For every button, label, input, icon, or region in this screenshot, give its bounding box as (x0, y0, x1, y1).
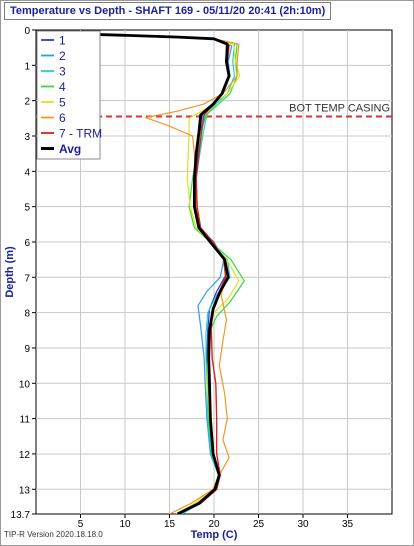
legend-label: 5 (59, 96, 66, 110)
y-tick-label: 2 (24, 97, 30, 108)
x-tick-label: 15 (164, 519, 176, 530)
series-layer (36, 30, 245, 514)
version-text: TIP-R Version 2020.18.18.0 (4, 530, 103, 539)
x-tick-label: 30 (297, 519, 309, 530)
x-tick-label: 35 (342, 519, 354, 530)
annotation-layer: BOT TEMP CASING (36, 103, 392, 118)
chart-title: Temperature vs Depth - SHAFT 169 - 05/11… (4, 2, 332, 20)
grid (36, 30, 392, 514)
legend-label: 1 (59, 34, 66, 48)
y-tick-label: 6 (24, 238, 30, 249)
legend-label: 4 (59, 80, 66, 94)
x-tick-label: 10 (119, 519, 131, 530)
y-tick-label: 9 (24, 344, 30, 355)
y-tick-label: 13.7 (11, 510, 31, 521)
legend-label: Avg (59, 142, 81, 156)
x-tick-label: 25 (253, 519, 265, 530)
y-tick-label: 0 (24, 26, 30, 37)
y-tick-label: 10 (19, 379, 31, 390)
x-tick-label: 5 (78, 519, 84, 530)
y-axis-label: Depth (m) (4, 246, 16, 298)
legend-label: 3 (59, 65, 66, 79)
casing-annotation-label: BOT TEMP CASING (289, 103, 390, 115)
legend-label: 7 - TRM (59, 127, 102, 141)
series-line-8 (36, 30, 231, 514)
legend-box (36, 30, 101, 160)
y-tick-label: 5 (24, 203, 30, 214)
legend-label: 2 (59, 49, 66, 63)
legend-label: 6 (59, 111, 66, 125)
y-tick-label: 3 (24, 132, 30, 143)
y-tick-label: 4 (24, 167, 30, 178)
series-line-6 (36, 31, 240, 514)
y-tick-label: 11 (20, 415, 31, 426)
y-tick-label: 12 (19, 450, 31, 461)
y-tick-label: 7 (24, 273, 30, 284)
y-tick-label: 1 (24, 61, 30, 72)
x-tick-label: 20 (208, 519, 220, 530)
y-tick-label: 8 (24, 309, 30, 320)
x-axis-label: Temp (C) (191, 529, 238, 541)
y-tick-label: 13 (19, 485, 31, 496)
